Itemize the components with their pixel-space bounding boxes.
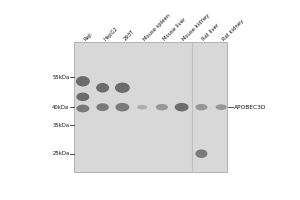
Text: Raji: Raji bbox=[83, 31, 93, 42]
Text: 55kDa: 55kDa bbox=[52, 75, 69, 80]
Text: Rat kidney: Rat kidney bbox=[221, 18, 245, 42]
Ellipse shape bbox=[137, 105, 147, 109]
Text: HepG2: HepG2 bbox=[103, 26, 119, 42]
Ellipse shape bbox=[216, 104, 227, 110]
Ellipse shape bbox=[96, 103, 109, 111]
Text: Mouse kidney: Mouse kidney bbox=[182, 12, 211, 42]
Ellipse shape bbox=[96, 83, 109, 93]
Text: Rat liver: Rat liver bbox=[201, 23, 220, 42]
Text: APOBEC3D: APOBEC3D bbox=[233, 105, 266, 110]
Text: Mouse liver: Mouse liver bbox=[162, 17, 187, 42]
Ellipse shape bbox=[76, 93, 89, 101]
Text: 35kDa: 35kDa bbox=[52, 123, 69, 128]
Text: 293T: 293T bbox=[122, 29, 135, 42]
Ellipse shape bbox=[195, 104, 208, 110]
Ellipse shape bbox=[115, 83, 130, 93]
Ellipse shape bbox=[175, 103, 189, 111]
Ellipse shape bbox=[76, 105, 89, 112]
Text: 25kDa: 25kDa bbox=[52, 151, 69, 156]
Ellipse shape bbox=[195, 149, 208, 158]
Bar bbox=[74, 42, 227, 172]
Text: 40kDa: 40kDa bbox=[52, 105, 69, 110]
Text: Mouse spleen: Mouse spleen bbox=[142, 13, 171, 42]
Ellipse shape bbox=[76, 76, 90, 86]
Ellipse shape bbox=[116, 103, 129, 111]
Ellipse shape bbox=[156, 104, 168, 110]
